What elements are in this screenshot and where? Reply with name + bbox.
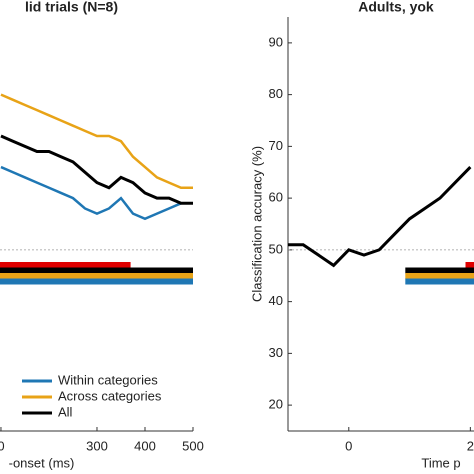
y-tick-label: 40 bbox=[269, 293, 283, 308]
x-tick-label: 400 bbox=[134, 438, 156, 453]
legend-label: All bbox=[58, 404, 73, 419]
y-tick-label: 60 bbox=[269, 190, 283, 205]
y-tick-label: 80 bbox=[269, 86, 283, 101]
x-tick-label: 0 bbox=[345, 438, 352, 453]
series-line bbox=[0, 134, 193, 205]
y-tick-label: 50 bbox=[269, 241, 283, 256]
x-tick-label: 2 bbox=[467, 438, 474, 453]
panel-title: Adults, yok bbox=[358, 0, 434, 15]
legend-label: Across categories bbox=[58, 388, 162, 403]
x-axis-label: -onset (ms) bbox=[9, 455, 75, 470]
x-tick-label: 0 bbox=[0, 438, 5, 453]
y-tick-label: 90 bbox=[269, 34, 283, 49]
y-axis-label: Classification accuracy (%) bbox=[249, 146, 264, 302]
legend-label: Within categories bbox=[58, 372, 158, 387]
x-tick-label: 300 bbox=[86, 438, 108, 453]
series-line bbox=[0, 165, 193, 221]
panel-title: lid trials (N=8) bbox=[25, 0, 118, 15]
series-line bbox=[0, 93, 193, 190]
x-tick-label: 500 bbox=[182, 438, 204, 453]
x-axis-label: Time p bbox=[421, 455, 460, 470]
y-tick-label: 70 bbox=[269, 138, 283, 153]
y-tick-label: 30 bbox=[269, 345, 283, 360]
y-tick-label: 20 bbox=[269, 397, 283, 412]
series-line bbox=[288, 166, 472, 268]
